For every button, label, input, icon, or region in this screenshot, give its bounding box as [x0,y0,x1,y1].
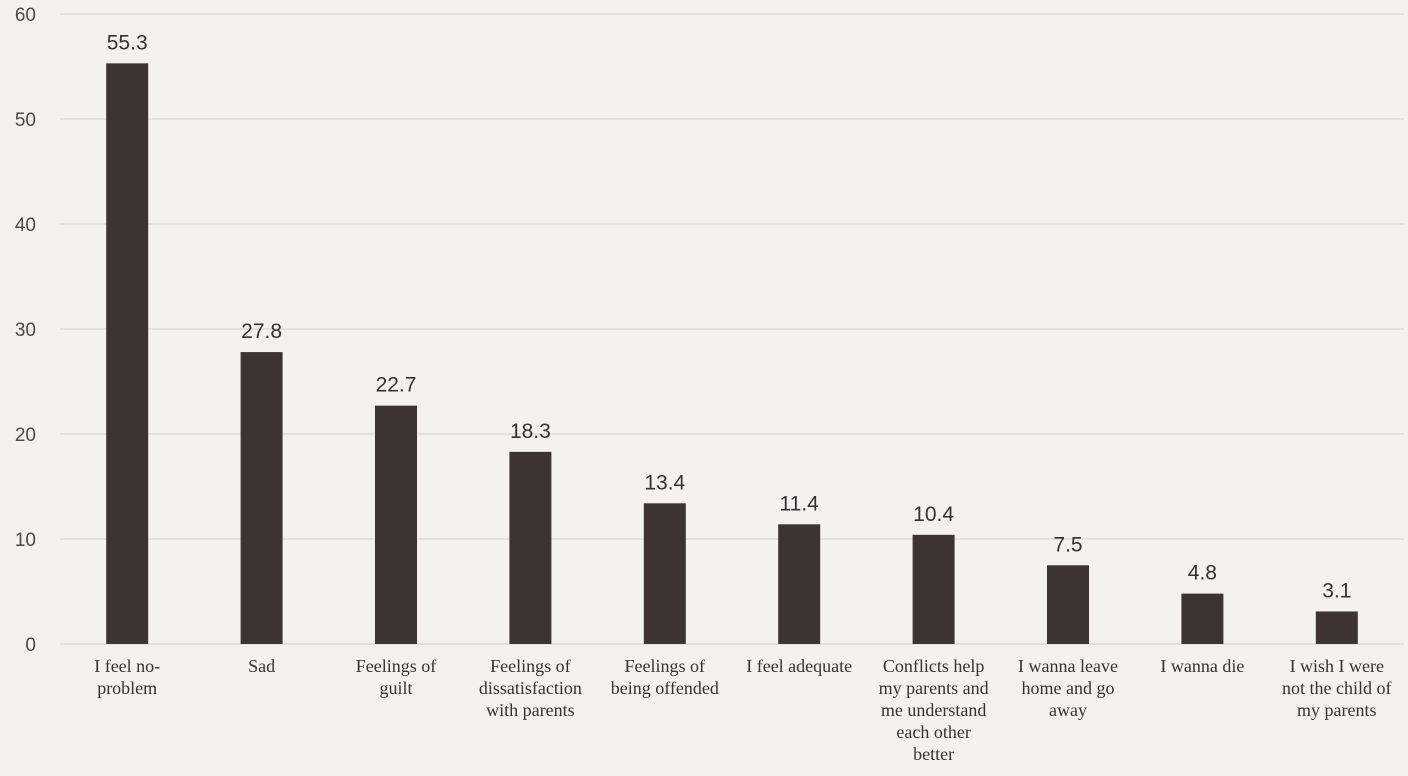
category-label: Feelings of dissatisfaction with parents [479,656,582,720]
category-label-line: me understand [881,700,986,720]
data-label: 18.3 [510,420,551,443]
category-label-line: my parents [1297,700,1376,720]
category-label: I feel no-problem [94,656,160,698]
category-label-line: each other [896,722,970,742]
bar-8 [1047,565,1089,644]
category-label: Feelings of being offended [611,656,719,698]
category-label-line: not the child of [1282,678,1391,698]
category-label-line: Conflicts help [883,656,985,676]
y-tick-label: 50 [15,110,36,131]
category-label: Conflicts help my parents and me understan… [879,656,989,764]
data-label: 7.5 [1053,533,1082,556]
category-label-line: Sad [248,656,275,676]
category-label-line: being offended [611,678,719,698]
bar-4 [509,451,552,644]
data-label: 3.1 [1322,579,1351,602]
category-label-line: problem [97,678,157,698]
data-label: 22.7 [376,374,417,397]
bar-2 [240,352,283,644]
y-tick-label: 20 [15,425,36,446]
category-label-line: Feelings of [490,656,571,676]
data-label: 10.4 [913,503,954,526]
category-label-line: guilt [379,678,412,698]
category-label-line: I feel adequate [746,656,852,676]
category-label: Sad [248,656,275,676]
category-label-line: I feel no- [94,656,160,676]
category-label: I wanna leave home and go away [1018,656,1118,720]
category-label-line: I wanna die [1160,656,1244,676]
y-tick-label: 0 [25,635,36,656]
category-label-line: dissatisfaction [479,678,582,698]
data-label: 13.4 [644,471,685,494]
category-label-line: I wish I were [1290,656,1384,676]
data-label: 55.3 [107,31,148,54]
data-labels: 55.3 27.8 22.7 18.3 13.4 11.4 10.4 7.5 4.8 3.1 [107,31,1352,602]
bar-6 [778,524,821,644]
bar-9 [1181,593,1224,644]
bar-1 [106,63,149,645]
y-tick-label: 30 [15,320,36,341]
data-label: 4.8 [1188,562,1217,585]
bar-10 [1315,611,1358,644]
y-axis-ticks: 0 10 20 30 40 50 60 [15,5,36,656]
category-label: I feel adequate [746,656,852,676]
y-tick-label: 40 [15,215,36,236]
grid-lines [60,13,1404,645]
data-label: 27.8 [241,320,282,343]
category-label-line: Feelings of [625,656,706,676]
y-tick-label: 60 [15,5,36,26]
category-label: I wish I were not the child of my parents [1282,656,1391,720]
category-label-line: away [1049,700,1087,720]
bar-3 [375,405,417,644]
bar-5 [643,503,686,644]
y-tick-label: 10 [15,530,36,551]
category-label-line: my parents and [879,678,989,698]
category-label: Feelings of guilt [356,656,437,698]
category-label-line: home and go [1022,678,1115,698]
category-label-line: with parents [486,700,574,720]
category-label-line: I wanna leave [1018,656,1118,676]
category-label-line: Feelings of [356,656,437,676]
category-label-line: better [913,744,954,764]
data-label: 11.4 [780,492,820,515]
category-label: I wanna die [1160,656,1244,676]
bars [106,63,1358,645]
bar-7 [912,534,955,644]
